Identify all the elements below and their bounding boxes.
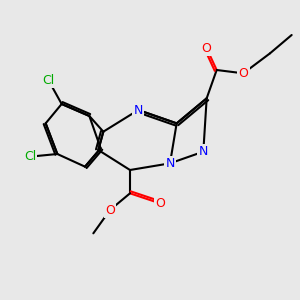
- Text: O: O: [105, 203, 115, 217]
- Text: N: N: [165, 157, 175, 170]
- Text: N: N: [199, 145, 208, 158]
- Text: N: N: [134, 103, 143, 116]
- Text: Cl: Cl: [24, 150, 36, 163]
- Text: O: O: [238, 67, 248, 80]
- Text: Cl: Cl: [42, 74, 55, 86]
- Text: O: O: [155, 197, 165, 210]
- Text: O: O: [202, 42, 212, 55]
